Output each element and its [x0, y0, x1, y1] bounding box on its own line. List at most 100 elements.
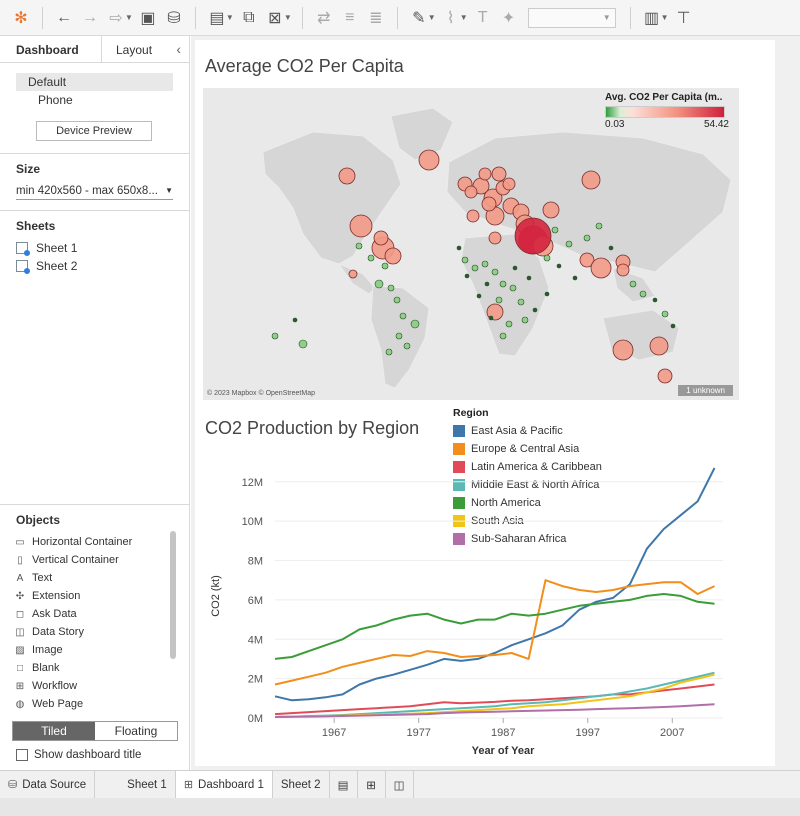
device-option-default[interactable]: Default: [16, 73, 173, 91]
blank-icon: □: [16, 662, 24, 674]
line-chart[interactable]: 0M 2M 4M 6M 8M 10M 12M 1967 1977 1987 1997 2007 CO…: [195, 426, 775, 766]
tab-data-source[interactable]: ⛁ Data Source: [0, 770, 96, 799]
dashboard-area: Average CO2 Per Capita Avg. CO2 Per Capi…: [191, 36, 800, 770]
object-data-story[interactable]: ◫ Data Story: [14, 623, 190, 641]
co2-map[interactable]: Avg. CO2 Per Capita (m.. 0.03 54.42 © 20…: [203, 88, 739, 400]
legend-swatch: [453, 425, 465, 437]
object-ask-data[interactable]: ◻ Ask Data: [14, 605, 190, 623]
swap-rows-columns-icon[interactable]: ⇄: [317, 9, 331, 27]
map-marker: [456, 245, 462, 251]
tab-label: Dashboard 1: [198, 778, 264, 791]
data-story-icon: ◫: [15, 626, 25, 638]
y-tick-label: 8M: [248, 556, 263, 568]
object-image[interactable]: ▨ Image: [14, 641, 190, 659]
clear-sheet-icon[interactable]: ⊠: [268, 9, 282, 27]
unknown-badge[interactable]: 1 unknown: [678, 385, 733, 396]
object-workflow[interactable]: ⊞ Workflow: [14, 677, 190, 695]
chevron-left-icon[interactable]: ‹: [176, 41, 181, 57]
divider: [0, 210, 189, 211]
map-marker: [395, 332, 403, 340]
object-extension[interactable]: ✣ Extension: [14, 587, 190, 605]
highlight-icon[interactable]: ✎: [412, 9, 426, 27]
map-marker: [612, 339, 634, 361]
map-marker: [616, 263, 630, 277]
new-dashboard-tab-icon[interactable]: ⊞: [358, 770, 386, 799]
y-axis-ticks: 0M 2M 4M 6M 8M 10M 12M: [242, 477, 263, 725]
chevron-down-icon[interactable]: ▼: [459, 13, 468, 22]
toolbar-separator: [194, 6, 196, 29]
y-tick-label: 6M: [248, 595, 263, 607]
device-preview-button[interactable]: Device Preview: [36, 121, 152, 141]
undo-icon[interactable]: ←: [56, 8, 72, 26]
device-option-phone[interactable]: Phone: [38, 93, 73, 107]
chevron-down-icon[interactable]: ▼: [283, 13, 292, 22]
new-story-tab-icon[interactable]: ◫: [386, 770, 414, 799]
chevron-down-icon: ▼: [165, 186, 173, 195]
tab-dashboard-1[interactable]: ⊞ Dashboard 1: [175, 770, 273, 799]
save-icon[interactable]: ▣: [140, 9, 156, 27]
tab-sheet-2[interactable]: Sheet 2: [273, 770, 330, 799]
map-title: Average CO2 Per Capita: [205, 56, 404, 76]
label-icon[interactable]: T: [477, 8, 488, 26]
new-worksheet-tab-icon[interactable]: ▤: [330, 770, 358, 799]
workflow-icon: ⊞: [15, 680, 25, 692]
chevron-down-icon[interactable]: ▼: [427, 13, 436, 22]
tab-sheet-1[interactable]: Sheet 1: [119, 770, 176, 799]
show-me-icon[interactable]: ▥: [644, 9, 660, 27]
show-title-row[interactable]: Show dashboard title: [16, 749, 190, 761]
region-legend-item[interactable]: Europe & Central Asia: [453, 440, 623, 458]
object-label: Ask Data: [32, 608, 77, 620]
region-legend-item[interactable]: Latin America & Caribbean: [453, 458, 623, 476]
object-label: Horizontal Container: [32, 536, 133, 548]
legend-label: Sub-Saharan Africa: [471, 533, 567, 545]
map-color-legend[interactable]: Avg. CO2 Per Capita (m.. 0.03 54.42: [605, 92, 729, 130]
region-legend-item[interactable]: East Asia & Pacific: [453, 422, 623, 440]
map-marker: [348, 269, 358, 279]
pin-icon[interactable]: ✦: [501, 9, 516, 27]
sort-ascending-icon[interactable]: ≡: [345, 8, 355, 26]
new-worksheet-icon[interactable]: ▤: [209, 9, 225, 27]
dashboard-icon: ⊞: [183, 779, 194, 791]
new-data-source-icon[interactable]: ⛁: [167, 9, 181, 27]
chevron-down-icon[interactable]: ▼: [225, 13, 234, 22]
objects-scrollbar[interactable]: [170, 531, 176, 659]
y-tick-label: 2M: [248, 674, 263, 686]
tab-label: Data Source: [22, 778, 87, 791]
map-marker: [551, 226, 559, 234]
image-icon: ▨: [15, 644, 25, 656]
presentation-mode-icon[interactable]: ⊤: [676, 9, 691, 27]
object-horizontal-container[interactable]: ▭ Horizontal Container: [14, 533, 190, 551]
map-marker: [367, 254, 375, 262]
redo-icon[interactable]: →: [82, 8, 98, 26]
region-legend-item[interactable]: North America: [453, 494, 623, 512]
chevron-down-icon[interactable]: ▼: [660, 13, 669, 22]
object-blank[interactable]: □ Blank: [14, 659, 190, 677]
tab-layout[interactable]: Layout: [116, 43, 153, 57]
sort-descending-icon[interactable]: ≣: [369, 9, 383, 27]
y-tick-label: 0M: [248, 713, 263, 725]
globe-icon: ◍: [15, 698, 25, 710]
legend-swatch: [453, 497, 465, 509]
swap-icon[interactable]: ⇨: [109, 9, 123, 27]
show-title-checkbox[interactable]: [16, 749, 28, 761]
object-text[interactable]: A Text: [14, 569, 190, 587]
duplicate-sheet-icon[interactable]: ⧉: [243, 8, 255, 26]
floating-button[interactable]: Floating: [114, 724, 158, 738]
sheet-item-1[interactable]: Sheet 1: [0, 239, 189, 257]
map-marker: [271, 332, 279, 340]
size-select[interactable]: min 420x560 - max 650x8... ▼: [16, 182, 173, 200]
group-icon[interactable]: ⌇: [446, 9, 455, 27]
object-web-page[interactable]: ◍ Web Page: [14, 695, 190, 713]
x-tick-label: 2007: [660, 727, 684, 739]
map-marker: [385, 348, 393, 356]
tab-dashboard[interactable]: Dashboard: [0, 36, 102, 62]
legend-swatch: [453, 533, 465, 545]
region-legend-item[interactable]: Sub-Saharan Africa: [453, 530, 623, 548]
sheet-item-2[interactable]: Sheet 2: [0, 257, 189, 275]
y-axis-label: CO2 (kt): [210, 575, 222, 617]
object-vertical-container[interactable]: ▯ Vertical Container: [14, 551, 190, 569]
chevron-down-icon[interactable]: ▼: [125, 13, 133, 22]
toolbar-separator: [301, 6, 303, 29]
tiled-button[interactable]: Tiled: [13, 722, 95, 740]
fit-select[interactable]: ▼: [527, 7, 616, 28]
